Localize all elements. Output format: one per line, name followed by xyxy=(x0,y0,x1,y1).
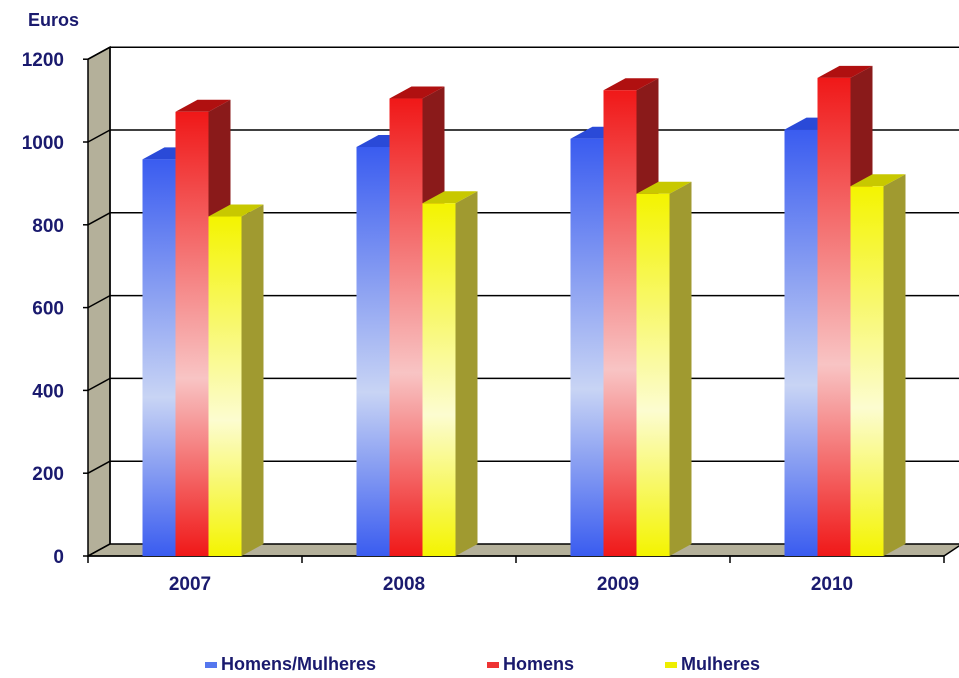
legend-label-homens: Homens xyxy=(503,654,575,674)
bar xyxy=(603,90,637,556)
bar-side xyxy=(241,204,264,556)
bar xyxy=(850,186,884,556)
bar-side xyxy=(669,181,692,556)
bar xyxy=(356,146,390,556)
bar xyxy=(389,98,423,556)
y-tick-label: 800 xyxy=(32,216,64,237)
legend-item-homens-mulheres: Homens/Mulheres xyxy=(205,654,376,675)
y-axis-label: Euros xyxy=(28,10,80,30)
y-tick-label: 1200 xyxy=(22,50,64,71)
y-tick-label: 600 xyxy=(32,299,64,320)
y-tick-label: 400 xyxy=(32,381,64,402)
legend: Homens/Mulheres Homens Mulheres xyxy=(0,654,959,678)
legend-label-mulheres: Mulheres xyxy=(681,654,761,674)
bar xyxy=(208,216,242,556)
bar xyxy=(636,193,670,556)
grid-slant xyxy=(87,212,111,226)
bar xyxy=(817,77,851,556)
bar xyxy=(784,129,818,556)
grid-slant xyxy=(87,377,111,392)
bar-side xyxy=(883,174,906,556)
bar-top xyxy=(817,65,873,78)
x-tick-label: 2008 xyxy=(383,574,425,595)
bar-top xyxy=(603,78,659,91)
bar xyxy=(142,159,176,556)
grid-slant xyxy=(87,46,111,60)
legend-swatch-homens-mulheres xyxy=(205,661,217,668)
bar-top xyxy=(389,86,445,99)
bar xyxy=(422,203,456,556)
y-tick-label: 1000 xyxy=(22,133,64,154)
grid-slant xyxy=(87,129,111,143)
legend-item-homens: Homens xyxy=(487,654,574,675)
grid-slant xyxy=(87,294,111,309)
x-tick-label: 2010 xyxy=(811,574,853,595)
bar xyxy=(175,111,209,556)
y-tick-label: 0 xyxy=(53,547,64,568)
bar-top xyxy=(175,99,231,112)
bar-top xyxy=(636,181,692,194)
bar-top xyxy=(208,204,264,217)
bar xyxy=(570,138,604,557)
grid-slant xyxy=(87,460,111,474)
x-tick-label: 2007 xyxy=(169,574,211,595)
bar-top xyxy=(422,191,478,204)
legend-item-mulheres: Mulheres xyxy=(665,654,760,675)
legend-label-homens-mulheres: Homens/Mulheres xyxy=(221,654,377,674)
bar-top xyxy=(850,174,906,187)
legend-swatch-mulheres xyxy=(665,661,677,668)
bar-side xyxy=(455,191,478,556)
x-tick-label: 2009 xyxy=(597,574,639,595)
y-tick-label: 200 xyxy=(32,464,64,485)
legend-swatch-homens xyxy=(487,661,499,668)
grid-slant xyxy=(87,543,111,557)
